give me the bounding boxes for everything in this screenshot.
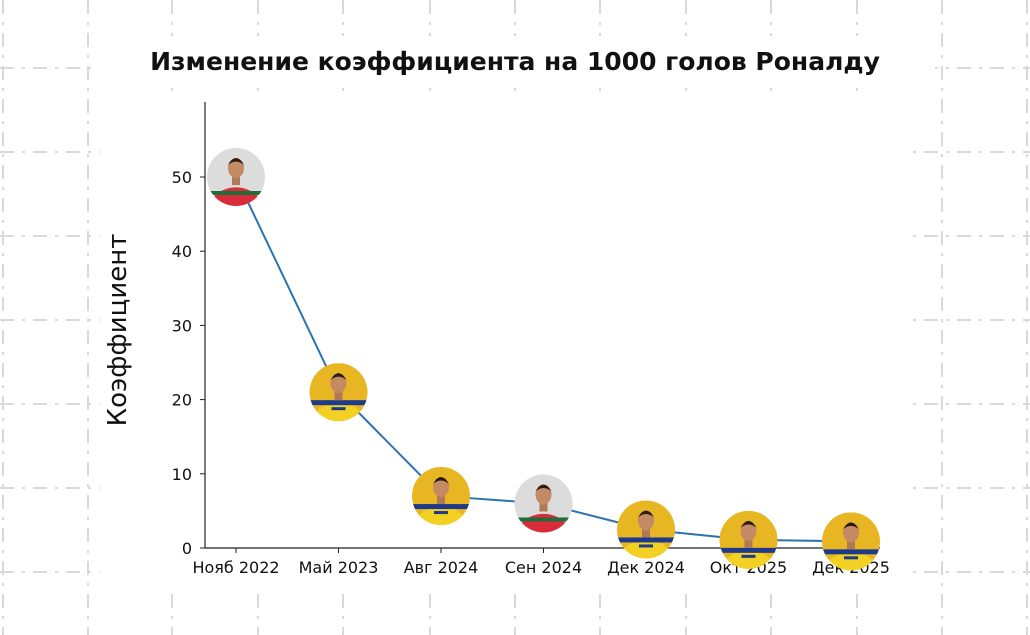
x-tick-label: Сен 2024 — [505, 558, 582, 577]
data-point-marker — [412, 467, 470, 526]
y-tick-label: 30 — [172, 316, 192, 335]
marker-layer — [207, 148, 880, 571]
x-tick-label: Дек 2024 — [607, 558, 685, 577]
y-tick-label: 10 — [172, 465, 192, 484]
data-point-marker — [822, 512, 880, 571]
data-point-marker — [207, 148, 265, 206]
x-tick-label: Май 2023 — [299, 558, 379, 577]
chart-title-backdrop — [95, 36, 935, 84]
chart-title: Изменение коэффициента на 1000 голов Рон… — [150, 47, 880, 76]
y-tick-label: 20 — [172, 391, 192, 410]
y-axis-label: Коэффициент — [103, 234, 133, 427]
y-tick-label: 50 — [172, 168, 192, 187]
y-ticks: 0 10 20 30 40 50 — [172, 168, 205, 558]
data-point-marker — [617, 500, 675, 559]
data-point-marker — [719, 510, 778, 569]
x-tick-label: Нояб 2022 — [192, 558, 279, 577]
y-tick-label: 0 — [182, 539, 192, 558]
x-tick-label: Авг 2024 — [404, 558, 479, 577]
data-point-marker — [309, 363, 368, 422]
y-tick-label: 40 — [172, 242, 192, 261]
data-point-marker — [514, 474, 573, 533]
